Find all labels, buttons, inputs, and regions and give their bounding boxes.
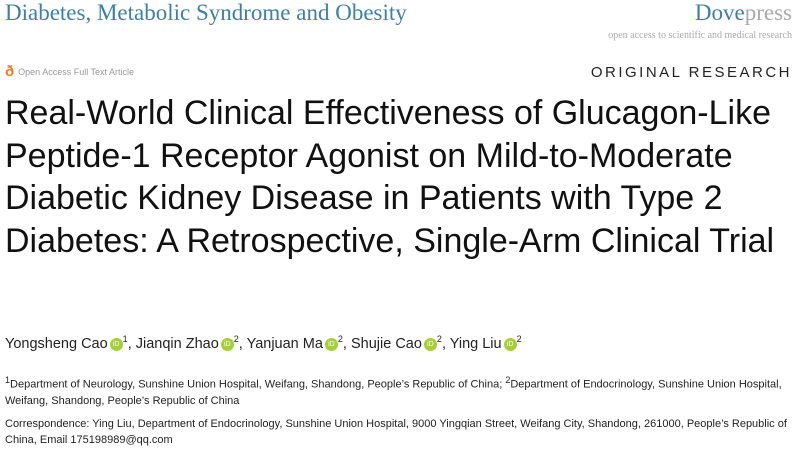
author-name: Jianqin Zhao (135, 335, 219, 352)
aff-number: 1 (5, 375, 11, 385)
orcid-icon[interactable]: iD (324, 337, 338, 351)
author-name: Shujie Cao (350, 335, 422, 352)
author-affiliation: 2 (233, 334, 239, 344)
affiliations: 1Department of Neurology, Sunshine Union… (5, 372, 795, 409)
publisher-logo: Dovepress (695, 0, 792, 26)
author: Yanjuan Ma iD 2, (246, 334, 351, 352)
publisher-bold: Dove (694, 0, 745, 25)
author-name: Yongsheng Cao (5, 335, 108, 352)
author-list: Yongsheng Cao iD 1, Jianqin Zhao iD 2, Yanju… (5, 334, 522, 352)
author-name: Ying Liu (449, 335, 502, 352)
author-affiliation: 2 (337, 334, 343, 344)
article-type: ORIGINAL RESEARCH (590, 64, 792, 81)
orcid-icon[interactable]: iD (423, 337, 437, 351)
affiliation-1: Department of Neurology, Sunshine Union … (10, 378, 506, 391)
author-affiliation: 1 (122, 334, 128, 344)
journal-title: Diabetes, Metabolic Syndrome and Obesity (5, 0, 407, 25)
author-name: Yanjuan Ma (246, 335, 323, 352)
orcid-icon[interactable]: iD (109, 337, 123, 351)
author: Jianqin Zhao iD 2, (135, 334, 247, 352)
author-affiliation: 2 (436, 334, 442, 344)
author-affiliation: 2 (516, 334, 522, 344)
affiliation-2: Department of Endocrinology, Sunshine Un… (5, 378, 782, 407)
orcid-icon[interactable]: iD (220, 337, 234, 351)
open-access-icon: ð (5, 63, 15, 80)
aff-number: 2 (505, 375, 511, 385)
author: Ying Liu iD 2 (449, 334, 522, 352)
open-access-text: Open Access Full Text Article (18, 66, 135, 77)
author: Shujie Cao iD 2, (350, 334, 450, 352)
author: Yongsheng Cao iD 1, (5, 334, 136, 352)
publisher-tagline: open access to scientific and medical re… (608, 30, 792, 41)
correspondence: Correspondence: Ying Liu, Department of … (5, 418, 787, 446)
orcid-icon[interactable]: iD (503, 337, 517, 351)
publisher-light: press (744, 0, 792, 25)
article-title: Real-World Clinical Effectiveness of Glu… (5, 94, 775, 260)
open-access-label: ð Open Access Full Text Article (5, 63, 134, 80)
